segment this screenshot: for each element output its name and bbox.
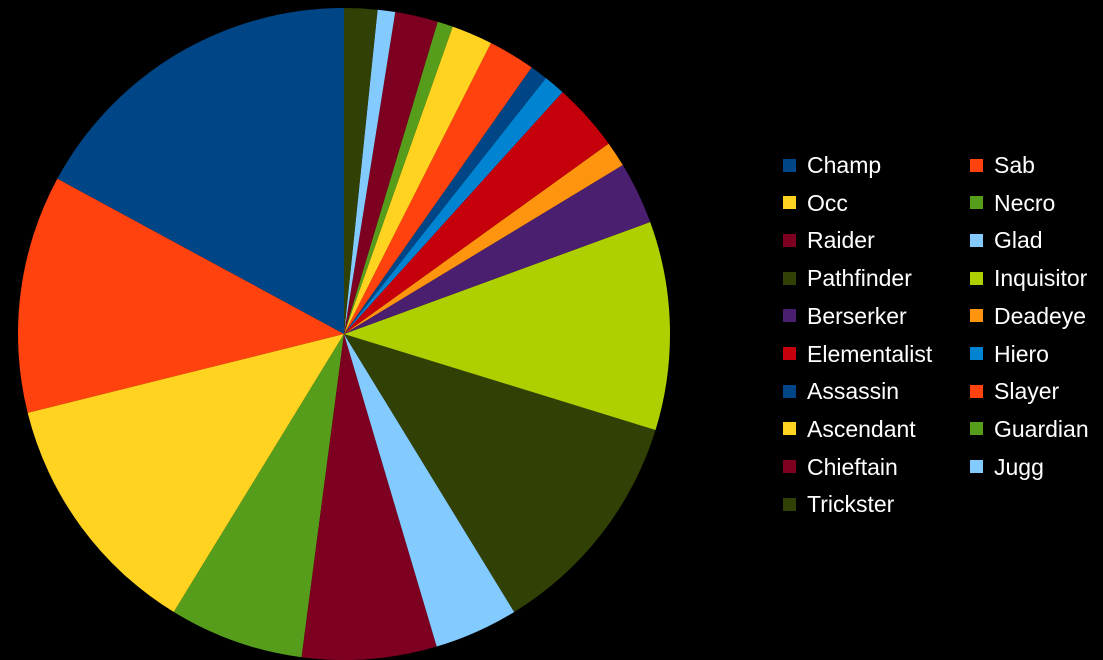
pie-slice-glad: [344, 334, 515, 647]
legend-swatch: [783, 233, 796, 247]
pie-slice-necro: [173, 334, 344, 658]
legend-item-raider: Raider: [783, 225, 875, 255]
legend-swatch: [970, 233, 983, 247]
legend-label: Berserker: [807, 302, 907, 329]
legend-item-assassin: Assassin: [783, 376, 899, 406]
legend-item-deadeye: Deadeye: [970, 301, 1086, 331]
legend-label: Inquisitor: [994, 265, 1088, 292]
legend-label: Assassin: [807, 378, 900, 405]
legend-swatch: [783, 158, 796, 172]
legend-swatch: [783, 422, 796, 436]
legend-label: Champ: [807, 152, 882, 178]
legend-label: Deadeye: [994, 302, 1087, 329]
legend-label: Jugg: [994, 453, 1044, 480]
pie-slice-slayer: [344, 42, 532, 334]
legend-swatch: [970, 158, 983, 172]
legend-item-sab: Sab: [970, 150, 1035, 180]
legend-swatch: [970, 309, 983, 323]
legend-item-glad: Glad: [970, 225, 1043, 255]
legend-label: Slayer: [994, 378, 1060, 405]
pie-slice-guardian: [344, 21, 453, 335]
legend-label: Sab: [994, 152, 1035, 178]
pie-slice-sab: [17, 178, 344, 413]
legend-swatch: [783, 384, 796, 398]
legend-item-jugg: Jugg: [970, 452, 1044, 482]
pie-slice-assassin: [344, 67, 546, 334]
legend-item-pathfinder: Pathfinder: [783, 263, 912, 293]
pie-slice-deadeye: [344, 143, 623, 334]
pie-slice-elementalist: [344, 92, 609, 334]
legend-swatch: [783, 347, 796, 360]
legend-item-hiero: Hiero: [970, 339, 1049, 369]
legend-swatch: [970, 196, 983, 210]
legend-swatch: [970, 422, 983, 436]
legend-item-necro: Necro: [970, 188, 1055, 218]
legend-item-elementalist: Elementalist: [783, 339, 932, 369]
legend-label: Guardian: [994, 415, 1089, 442]
pie-slice-pathfinder: [344, 334, 656, 613]
pie-slice-ascendant: [344, 26, 491, 334]
legend-item-inquisitor: Inquisitor: [970, 263, 1087, 293]
legend-label: Trickster: [807, 491, 895, 518]
pie-slice-jugg: [344, 9, 396, 334]
legend-item-champ: Champ: [783, 150, 881, 180]
legend-label: Pathfinder: [807, 265, 912, 292]
legend-swatch: [970, 460, 983, 474]
legend-label: Chieftain: [807, 453, 898, 480]
legend-swatch: [783, 460, 796, 474]
legend-swatch: [970, 347, 983, 360]
legend-swatch: [783, 196, 796, 210]
legend-label: Ascendant: [807, 415, 916, 442]
legend-label: Hiero: [994, 340, 1049, 367]
legend-swatch: [970, 384, 983, 398]
legend-item-berserker: Berserker: [783, 301, 907, 331]
pie-slice-inquisitor: [344, 222, 671, 431]
pie-slice-occ: [27, 334, 345, 613]
legend-label: Necro: [994, 189, 1056, 216]
legend-item-ascendant: Ascendant: [783, 414, 916, 444]
pie-slice-berserker: [344, 165, 651, 334]
legend-swatch: [783, 497, 796, 511]
legend-swatch: [783, 309, 796, 323]
pie-slice-raider: [301, 334, 437, 660]
legend-label: Raider: [807, 227, 875, 254]
legend-label: Glad: [994, 227, 1043, 254]
pie-slice-chieftain: [344, 12, 438, 335]
pie-slice-champ: [57, 8, 344, 334]
legend-label: Occ: [807, 189, 848, 216]
legend-swatch: [970, 271, 983, 285]
legend-label: Elementalist: [807, 340, 933, 367]
pie-slice-trickster: [344, 7, 378, 334]
legend-item-occ: Occ: [783, 188, 848, 218]
legend-item-guardian: Guardian: [970, 414, 1089, 444]
legend-item-chieftain: Chieftain: [783, 452, 898, 482]
legend-item-trickster: Trickster: [783, 489, 894, 519]
legend-swatch: [783, 271, 796, 285]
legend-item-slayer: Slayer: [970, 376, 1059, 406]
pie-slice-hiero: [344, 78, 563, 335]
